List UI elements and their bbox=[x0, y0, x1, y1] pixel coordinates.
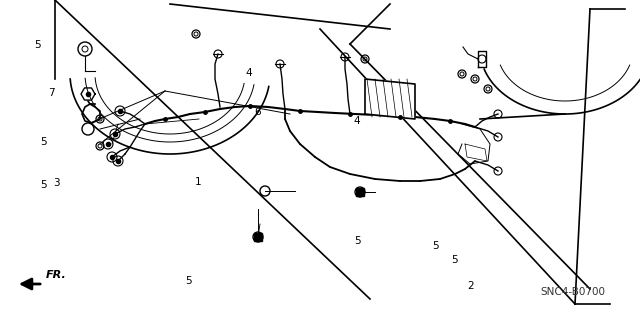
Text: 5: 5 bbox=[432, 241, 438, 251]
Bar bbox=[254, 233, 262, 241]
Text: 5: 5 bbox=[354, 236, 360, 246]
Polygon shape bbox=[365, 79, 415, 119]
Text: 7: 7 bbox=[48, 87, 54, 98]
Text: 5: 5 bbox=[34, 40, 40, 50]
Text: 5: 5 bbox=[186, 276, 192, 286]
Text: 4: 4 bbox=[245, 68, 252, 78]
Text: 3: 3 bbox=[53, 178, 60, 189]
Text: 4: 4 bbox=[354, 116, 360, 126]
Text: SNC4-B0700: SNC4-B0700 bbox=[540, 287, 605, 297]
Text: 5: 5 bbox=[40, 137, 47, 147]
Text: 1: 1 bbox=[195, 177, 202, 187]
Text: FR.: FR. bbox=[46, 270, 67, 280]
Text: 5: 5 bbox=[40, 180, 47, 190]
Text: 2: 2 bbox=[467, 280, 474, 291]
Bar bbox=[356, 188, 364, 196]
Text: 5: 5 bbox=[451, 255, 458, 265]
Text: 6: 6 bbox=[254, 107, 260, 117]
